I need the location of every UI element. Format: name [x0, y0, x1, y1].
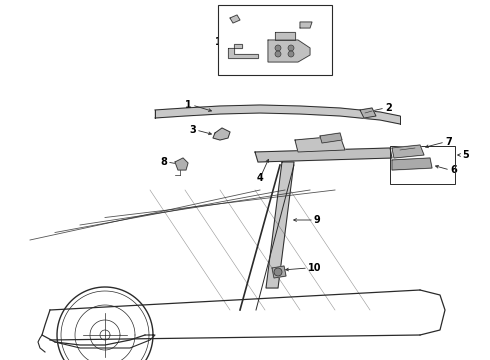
Bar — [390, 146, 455, 184]
Polygon shape — [300, 22, 312, 28]
Polygon shape — [268, 40, 310, 62]
Polygon shape — [360, 108, 376, 118]
Polygon shape — [228, 48, 258, 58]
Text: 8: 8 — [160, 157, 167, 167]
Polygon shape — [213, 128, 230, 140]
Text: 5: 5 — [462, 150, 469, 160]
Text: 6: 6 — [450, 165, 457, 175]
Text: 10: 10 — [308, 263, 321, 273]
Text: 2: 2 — [385, 103, 392, 113]
Polygon shape — [272, 266, 286, 278]
Polygon shape — [234, 44, 242, 48]
Polygon shape — [266, 162, 294, 288]
Polygon shape — [175, 158, 188, 170]
Polygon shape — [230, 15, 240, 23]
Circle shape — [275, 51, 281, 57]
Polygon shape — [295, 136, 345, 152]
Text: 7: 7 — [445, 137, 452, 147]
Circle shape — [274, 268, 282, 276]
Polygon shape — [275, 32, 295, 40]
Polygon shape — [155, 105, 400, 124]
Text: 3: 3 — [189, 125, 196, 135]
Polygon shape — [255, 148, 392, 162]
Text: 4: 4 — [257, 173, 264, 183]
Text: 1: 1 — [185, 100, 192, 110]
Text: 11: 11 — [215, 37, 228, 47]
Bar — [218, 5, 332, 75]
Polygon shape — [392, 158, 432, 170]
Circle shape — [288, 51, 294, 57]
Circle shape — [288, 45, 294, 51]
Text: 9: 9 — [314, 215, 321, 225]
Circle shape — [275, 45, 281, 51]
Polygon shape — [392, 145, 424, 158]
Polygon shape — [320, 133, 342, 143]
